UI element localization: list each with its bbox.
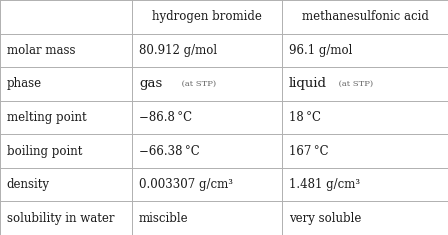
Text: 0.003307 g/cm³: 0.003307 g/cm³	[139, 178, 233, 191]
Text: solubility in water: solubility in water	[7, 212, 114, 225]
Text: −86.8 °C: −86.8 °C	[139, 111, 192, 124]
Text: 18 °C: 18 °C	[289, 111, 321, 124]
Text: molar mass: molar mass	[7, 44, 75, 57]
Text: liquid: liquid	[289, 77, 327, 90]
Text: hydrogen bromide: hydrogen bromide	[152, 10, 262, 23]
Text: (at STP): (at STP)	[179, 80, 216, 88]
Text: 80.912 g/mol: 80.912 g/mol	[139, 44, 217, 57]
Text: boiling point: boiling point	[7, 145, 82, 158]
Text: miscible: miscible	[139, 212, 189, 225]
Text: −66.38 °C: −66.38 °C	[139, 145, 200, 158]
Text: density: density	[7, 178, 50, 191]
Text: 167 °C: 167 °C	[289, 145, 328, 158]
Text: 1.481 g/cm³: 1.481 g/cm³	[289, 178, 360, 191]
Text: methanesulfonic acid: methanesulfonic acid	[302, 10, 429, 23]
Text: gas: gas	[139, 77, 162, 90]
Text: very soluble: very soluble	[289, 212, 362, 225]
Text: (at STP): (at STP)	[336, 80, 373, 88]
Text: phase: phase	[7, 77, 42, 90]
Text: melting point: melting point	[7, 111, 86, 124]
Text: 96.1 g/mol: 96.1 g/mol	[289, 44, 352, 57]
